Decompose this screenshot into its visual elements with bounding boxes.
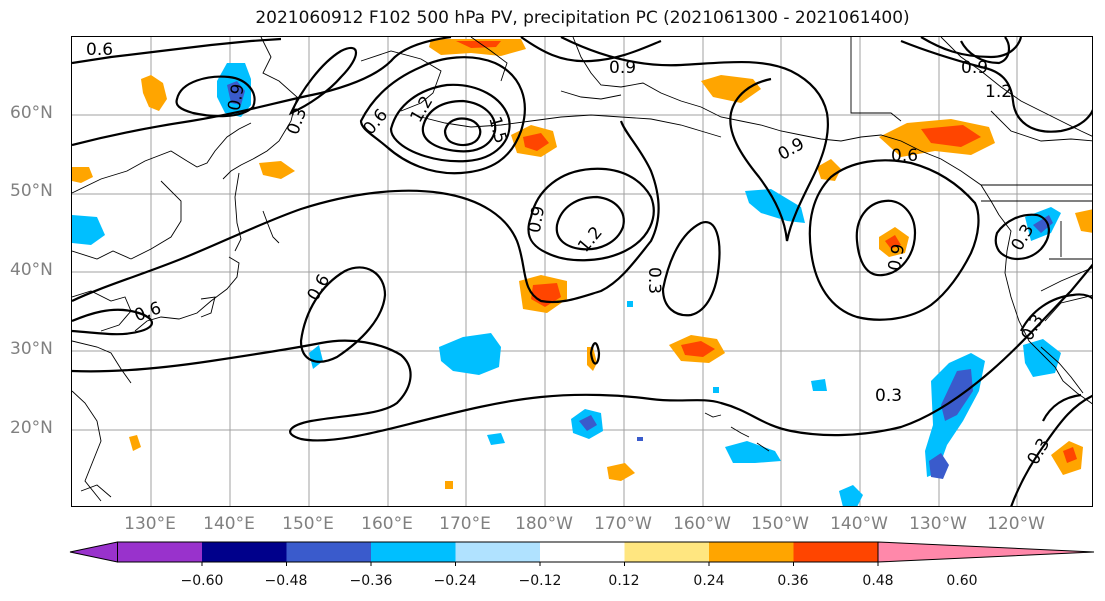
colorbar-extend-right — [877, 541, 1095, 563]
contour-label: 0.3 — [875, 386, 902, 406]
contour-label: 0.3 — [1023, 435, 1054, 468]
contour-label: 0.6 — [891, 146, 918, 166]
lat-label-60n: 60°N — [10, 103, 53, 123]
lon-label-150e: 150°E — [282, 514, 334, 534]
lon-label-140w: 140°W — [830, 514, 888, 534]
colorbar-segment — [371, 542, 456, 562]
colorbar — [69, 541, 1095, 566]
contour-label: 0.6 — [359, 105, 392, 139]
colorbar-segments — [69, 541, 1095, 563]
lon-label-160w: 160°W — [673, 514, 731, 534]
lat-label-40n: 40°N — [10, 260, 53, 280]
map-svg: 0.6 0.9 0.3 0.6 1.2 1.5 0.9 0.9 1.2 0.3 … — [72, 37, 1092, 506]
lon-label-180w: 180°W — [515, 514, 573, 534]
lon-label-130w: 130°W — [909, 514, 967, 534]
colorbar-outline — [117, 541, 879, 563]
colorbar-segment — [455, 542, 541, 562]
contour-label: 1.2 — [985, 82, 1012, 102]
colorbar-tick-label: 0.60 — [946, 573, 978, 589]
contour-label: 1.5 — [484, 114, 510, 145]
colorbar-tick-label: −0.60 — [180, 573, 224, 589]
lat-label-50n: 50°N — [10, 181, 53, 201]
pv-contours — [72, 37, 1092, 506]
colorbar-tick-label: 0.48 — [862, 573, 894, 589]
lon-label-140e: 140°E — [203, 514, 255, 534]
colorbar-segment — [202, 542, 287, 562]
colorbar-tick-label: 0.36 — [777, 573, 809, 589]
precipitation-shading — [72, 39, 1092, 506]
colorbar-tick-label: −0.24 — [433, 573, 477, 589]
contour-label: 1.2 — [406, 93, 437, 126]
colorbar-segment — [286, 542, 372, 562]
contour-label: 0.9 — [609, 58, 636, 78]
colorbar-tick-label: −0.12 — [518, 573, 562, 589]
contour-label: 0.3 — [283, 105, 311, 137]
contour-label: 1.2 — [574, 223, 607, 257]
lon-label-170w: 170°W — [594, 514, 652, 534]
lon-label-170e: 170°E — [439, 514, 491, 534]
lon-label-150w: 150°W — [751, 514, 809, 534]
figure-title: 2021060912 F102 500 hPa PV, precipitatio… — [255, 8, 910, 28]
colorbar-extend-left — [69, 541, 118, 563]
colorbar-segment — [117, 542, 203, 562]
coastlines — [72, 37, 1092, 502]
map-panel: 0.6 0.9 0.3 0.6 1.2 1.5 0.9 0.9 1.2 0.3 … — [71, 36, 1093, 507]
contour-label: 0.9 — [224, 82, 248, 112]
colorbar-tick-label: −0.48 — [264, 573, 308, 589]
colorbar-segment — [709, 542, 794, 562]
contour-label: 0.6 — [303, 271, 334, 304]
lon-label-120w: 120°W — [987, 514, 1045, 534]
contour-label: 0.3 — [644, 267, 664, 294]
contour-label: 0.6 — [132, 298, 164, 326]
colorbar-segment — [540, 542, 625, 562]
colorbar-segment — [793, 542, 879, 562]
lon-label-160e: 160°E — [361, 514, 413, 534]
contour-label: 0.3 — [1017, 311, 1048, 344]
contour-label: 0.9 — [885, 242, 909, 272]
colorbar-tick-label: 0.12 — [608, 573, 640, 589]
contour-label: 0.9 — [775, 134, 808, 165]
colorbar-ticks — [201, 562, 879, 566]
colorbar-tick-label: −0.36 — [349, 573, 393, 589]
lat-label-20n: 20°N — [10, 418, 53, 438]
lon-label-130e: 130°E — [124, 514, 176, 534]
colorbar-segment — [624, 542, 710, 562]
contour-label: 0.6 — [86, 40, 113, 60]
colorbar-tick-label: 0.24 — [693, 573, 725, 589]
lat-label-30n: 30°N — [10, 339, 53, 359]
contour-label: 0.9 — [961, 58, 988, 78]
contour-label: 0.9 — [525, 204, 549, 234]
